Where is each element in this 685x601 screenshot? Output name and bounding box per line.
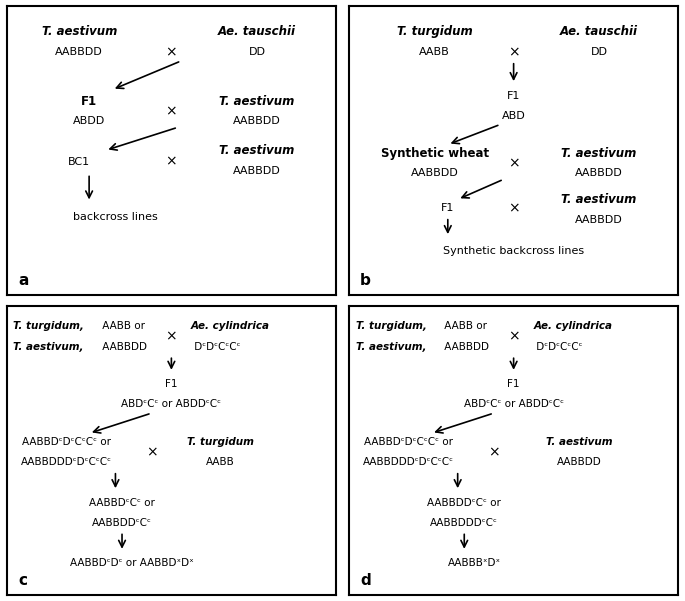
Text: AABBDD: AABBDD [441,342,489,352]
Text: b: b [360,273,371,288]
Text: T. turgidum,: T. turgidum, [14,322,84,332]
Text: Ae. cylindrica: Ae. cylindrica [534,322,612,332]
Text: T. turgidum: T. turgidum [397,25,473,38]
Text: Synthetic wheat: Synthetic wheat [381,147,488,160]
Text: ×: × [508,156,519,170]
Text: AABBDDDᶜCᶜ: AABBDDDᶜCᶜ [430,518,498,528]
Text: AABBDDDᶜDᶜCᶜCᶜ: AABBDDDᶜDᶜCᶜCᶜ [21,457,112,467]
Text: DD: DD [590,47,608,57]
Text: F1: F1 [81,95,97,108]
Text: DᶜDᶜCᶜCᶜ: DᶜDᶜCᶜCᶜ [191,342,240,352]
Text: ×: × [508,201,519,215]
Text: ×: × [508,45,519,59]
Text: ×: × [166,105,177,118]
Text: backcross lines: backcross lines [73,212,158,222]
Text: DD: DD [249,47,266,57]
Text: ABDᶜCᶜ or ABDDᶜCᶜ: ABDᶜCᶜ or ABDDᶜCᶜ [121,400,221,409]
Text: c: c [18,573,28,588]
Text: Synthetic backcross lines: Synthetic backcross lines [443,246,584,257]
Text: AABBDᶜDᶜCᶜCᶜ or: AABBDᶜDᶜCᶜCᶜ or [364,437,453,447]
Text: AABBDD: AABBDD [557,457,602,467]
Text: AABBDD: AABBDD [575,215,623,225]
Text: F1: F1 [507,91,521,100]
Text: ×: × [508,329,519,344]
Text: a: a [18,273,29,288]
Text: Ae. tauschii: Ae. tauschii [560,25,638,38]
Text: AABB or: AABB or [441,322,487,332]
Text: AABB: AABB [206,457,235,467]
Text: T. turgidum,: T. turgidum, [356,322,427,332]
Text: AABBDD: AABBDD [411,168,458,178]
Text: T. aestivum: T. aestivum [562,193,637,206]
Text: AABBBˣDˣ: AABBBˣDˣ [447,558,501,568]
Text: AABBDDDᶜDᶜCᶜCᶜ: AABBDDDᶜDᶜCᶜCᶜ [363,457,454,467]
Text: Ae. cylindrica: Ae. cylindrica [191,322,270,332]
Text: ×: × [166,155,177,169]
Text: ×: × [166,45,177,59]
Text: ABD: ABD [501,111,525,121]
Text: T. aestivum: T. aestivum [562,147,637,160]
Text: AABB: AABB [419,47,450,57]
Text: T. turgidum: T. turgidum [187,437,254,447]
Text: F1: F1 [441,203,454,213]
Text: ×: × [146,445,158,459]
Text: DᶜDᶜCᶜCᶜ: DᶜDᶜCᶜCᶜ [534,342,583,352]
Text: AABBDD: AABBDD [99,342,147,352]
Text: AABBDD: AABBDD [233,166,281,175]
Text: AABBDDᶜCᶜ: AABBDDᶜCᶜ [92,518,152,528]
Text: Ae. tauschii: Ae. tauschii [218,25,296,38]
Text: d: d [360,573,371,588]
Text: AABBDD: AABBDD [233,117,281,126]
Text: F1: F1 [165,379,177,389]
Text: AABBDDᶜCᶜ or: AABBDDᶜCᶜ or [427,498,501,508]
Text: T. aestivum: T. aestivum [219,144,295,157]
Text: T. aestivum,: T. aestivum, [356,342,426,352]
Text: AABBDD: AABBDD [575,168,623,178]
Text: ×: × [488,445,499,459]
Text: AABBDᶜDᶜCᶜCᶜ or: AABBDᶜDᶜCᶜCᶜ or [22,437,110,447]
Text: AABB or: AABB or [99,322,145,332]
Text: T. aestivum: T. aestivum [546,437,612,447]
Text: F1: F1 [508,379,520,389]
Text: AABBDD: AABBDD [55,47,103,57]
Text: ×: × [166,329,177,344]
Text: AABBDᶜDᶜ or AABBDˣDˣ: AABBDᶜDᶜ or AABBDˣDˣ [70,558,194,568]
Text: T. aestivum: T. aestivum [219,95,295,108]
Text: ABDD: ABDD [73,117,105,126]
Text: BC1: BC1 [68,157,90,167]
Text: T. aestivum: T. aestivum [42,25,117,38]
Text: T. aestivum,: T. aestivum, [14,342,84,352]
Text: AABBDᶜCᶜ or: AABBDᶜCᶜ or [89,498,155,508]
Text: ABDᶜCᶜ or ABDDᶜCᶜ: ABDᶜCᶜ or ABDDᶜCᶜ [464,400,564,409]
